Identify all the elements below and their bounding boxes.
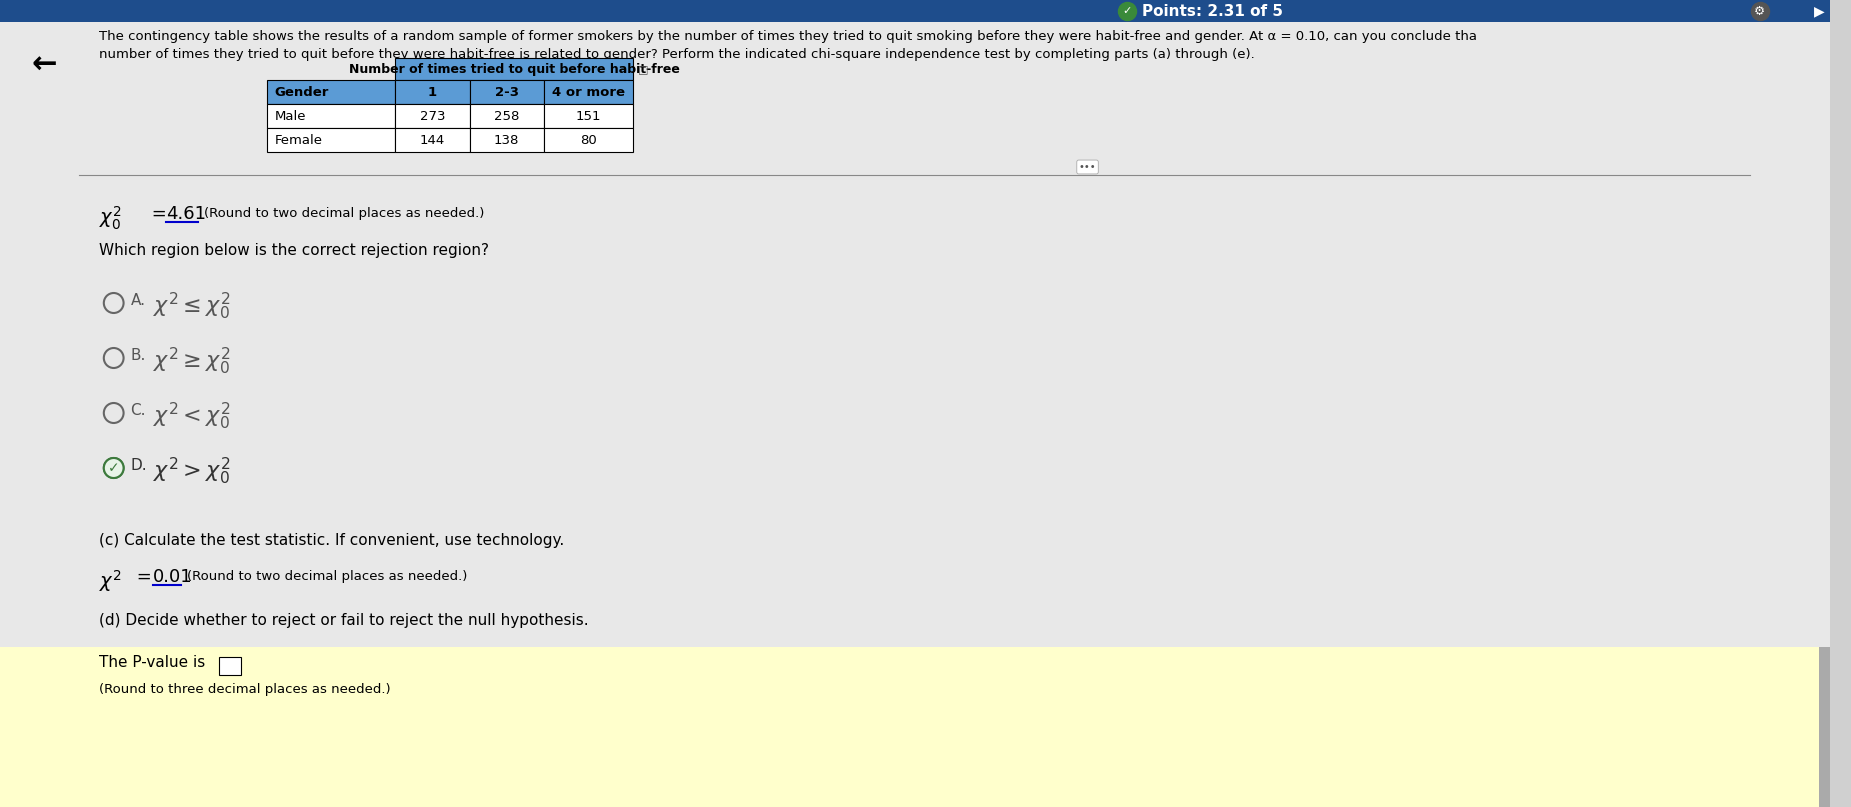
Text: ▶: ▶ [1814, 4, 1825, 18]
Text: C.: C. [131, 403, 146, 418]
Text: Which region below is the correct rejection region?: Which region below is the correct reject… [98, 243, 489, 258]
FancyBboxPatch shape [544, 128, 633, 152]
FancyBboxPatch shape [0, 647, 1831, 807]
Text: The contingency table shows the results of a random sample of former smokers by : The contingency table shows the results … [98, 30, 1477, 43]
FancyBboxPatch shape [470, 104, 544, 128]
Text: Female: Female [274, 133, 322, 147]
Text: ✓: ✓ [1122, 6, 1131, 16]
Text: $\chi^2 \leq \chi^2_0$: $\chi^2 \leq \chi^2_0$ [154, 291, 231, 322]
Text: (Round to two decimal places as needed.): (Round to two decimal places as needed.) [204, 207, 485, 220]
FancyBboxPatch shape [267, 128, 396, 152]
Text: 80: 80 [579, 133, 596, 147]
Text: 2-3: 2-3 [494, 86, 518, 98]
Text: 273: 273 [420, 110, 446, 123]
Text: ✓: ✓ [107, 461, 120, 475]
Text: Male: Male [274, 110, 307, 123]
Text: =: = [146, 205, 172, 223]
Text: (d) Decide whether to reject or fail to reject the null hypothesis.: (d) Decide whether to reject or fail to … [98, 613, 589, 628]
Text: □: □ [639, 64, 648, 74]
Text: =: = [131, 568, 157, 586]
Text: B.: B. [131, 348, 146, 363]
Text: Number of times tried to quit before habit-free: Number of times tried to quit before hab… [348, 62, 679, 76]
Text: (Round to two decimal places as needed.): (Round to two decimal places as needed.) [187, 570, 466, 583]
FancyBboxPatch shape [0, 22, 1831, 807]
Text: ←: ← [31, 51, 57, 80]
FancyBboxPatch shape [267, 80, 396, 104]
Text: $\chi^2_0$: $\chi^2_0$ [98, 205, 122, 232]
FancyBboxPatch shape [220, 657, 241, 675]
Text: $\chi^2$: $\chi^2$ [98, 568, 122, 594]
Text: (Round to three decimal places as needed.): (Round to three decimal places as needed… [98, 683, 391, 696]
Text: D.: D. [131, 458, 146, 473]
Text: 1: 1 [428, 86, 437, 98]
FancyBboxPatch shape [396, 104, 470, 128]
Text: Gender: Gender [274, 86, 329, 98]
Text: 4 or more: 4 or more [552, 86, 626, 98]
Text: The P-value is: The P-value is [98, 655, 205, 670]
Text: (c) Calculate the test statistic. If convenient, use technology.: (c) Calculate the test statistic. If con… [98, 533, 565, 548]
Text: $\chi^2 < \chi^2_0$: $\chi^2 < \chi^2_0$ [154, 401, 231, 433]
FancyBboxPatch shape [0, 0, 1831, 22]
FancyBboxPatch shape [396, 80, 470, 104]
Text: 4.61: 4.61 [167, 205, 205, 223]
Text: •••: ••• [1079, 162, 1096, 172]
Text: Points: 2.31 of 5: Points: 2.31 of 5 [1142, 3, 1283, 19]
FancyBboxPatch shape [1820, 647, 1831, 807]
Text: number of times they tried to quit before they were habit-free is related to gen: number of times they tried to quit befor… [98, 48, 1255, 61]
FancyBboxPatch shape [544, 104, 633, 128]
FancyBboxPatch shape [396, 128, 470, 152]
Text: 138: 138 [494, 133, 520, 147]
Text: $\chi^2 \geq \chi^2_0$: $\chi^2 \geq \chi^2_0$ [154, 346, 231, 377]
Text: 151: 151 [576, 110, 602, 123]
Text: 144: 144 [420, 133, 446, 147]
FancyBboxPatch shape [544, 80, 633, 104]
Text: 258: 258 [494, 110, 520, 123]
FancyBboxPatch shape [267, 104, 396, 128]
FancyBboxPatch shape [470, 128, 544, 152]
Text: 0.01: 0.01 [154, 568, 193, 586]
FancyBboxPatch shape [396, 58, 633, 80]
Text: $\chi^2 > \chi^2_0$: $\chi^2 > \chi^2_0$ [154, 456, 231, 487]
Text: ⚙: ⚙ [1755, 5, 1766, 18]
FancyBboxPatch shape [470, 80, 544, 104]
Text: A.: A. [131, 293, 146, 308]
Circle shape [104, 458, 124, 478]
